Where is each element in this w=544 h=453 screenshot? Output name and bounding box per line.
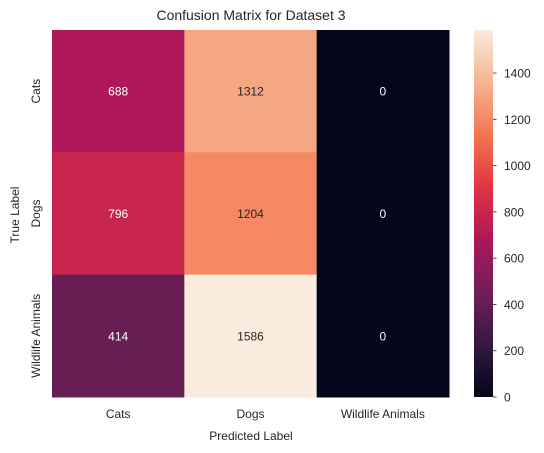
colorbar-tick-label: 600 xyxy=(504,252,524,266)
x-tick-label: Dogs xyxy=(236,407,264,421)
x-tick-label: Wildlife Animals xyxy=(341,407,425,421)
chart-title: Confusion Matrix for Dataset 3 xyxy=(156,7,345,23)
cell-value-label: 688 xyxy=(108,85,128,99)
colorbar-tick-label: 400 xyxy=(504,298,524,312)
heatmap-cells: 688 1312 0 796 1204 0 414 1586 0 xyxy=(52,30,450,398)
cell-value-label: 1204 xyxy=(237,207,264,221)
x-tick-label: Cats xyxy=(106,407,131,421)
cell-value-label: 0 xyxy=(379,207,386,221)
colorbar: 0 200 400 600 800 1000 1200 1400 xyxy=(474,30,531,405)
colorbar-tick-label: 200 xyxy=(504,344,524,358)
x-axis-label: Predicted Label xyxy=(209,429,292,443)
x-tick-labels: Cats Dogs Wildlife Animals xyxy=(106,407,425,421)
y-tick-label: Dogs xyxy=(29,199,43,227)
colorbar-tick-label: 1000 xyxy=(504,159,531,173)
cell-value-label: 796 xyxy=(108,207,128,221)
heatmap-cell xyxy=(184,274,318,398)
heatmap-cell xyxy=(316,30,450,153)
heatmap-cell xyxy=(184,152,318,276)
heatmap-cell xyxy=(184,30,318,153)
heatmap-cell xyxy=(316,152,450,276)
y-axis-label: True Label xyxy=(8,187,22,244)
heatmap-cell xyxy=(52,30,185,153)
colorbar-tick-label: 1200 xyxy=(504,113,531,127)
cell-value-label: 0 xyxy=(379,85,386,99)
heatmap-cell xyxy=(52,152,185,276)
heatmap-cell xyxy=(316,274,450,398)
colorbar-tick-label: 0 xyxy=(504,391,511,405)
colorbar-gradient xyxy=(474,30,493,397)
colorbar-tick-label: 1400 xyxy=(504,67,531,81)
y-tick-label: Cats xyxy=(29,79,43,104)
y-tick-labels: Cats Dogs Wildlife Animals xyxy=(29,79,43,378)
colorbar-tick-label: 800 xyxy=(504,205,524,219)
cell-value-label: 1312 xyxy=(237,85,264,99)
heatmap-cell xyxy=(52,274,185,398)
y-tick-label: Wildlife Animals xyxy=(29,294,43,378)
cell-value-label: 1586 xyxy=(237,329,264,343)
cell-value-label: 414 xyxy=(108,329,128,343)
cell-value-label: 0 xyxy=(379,329,386,343)
